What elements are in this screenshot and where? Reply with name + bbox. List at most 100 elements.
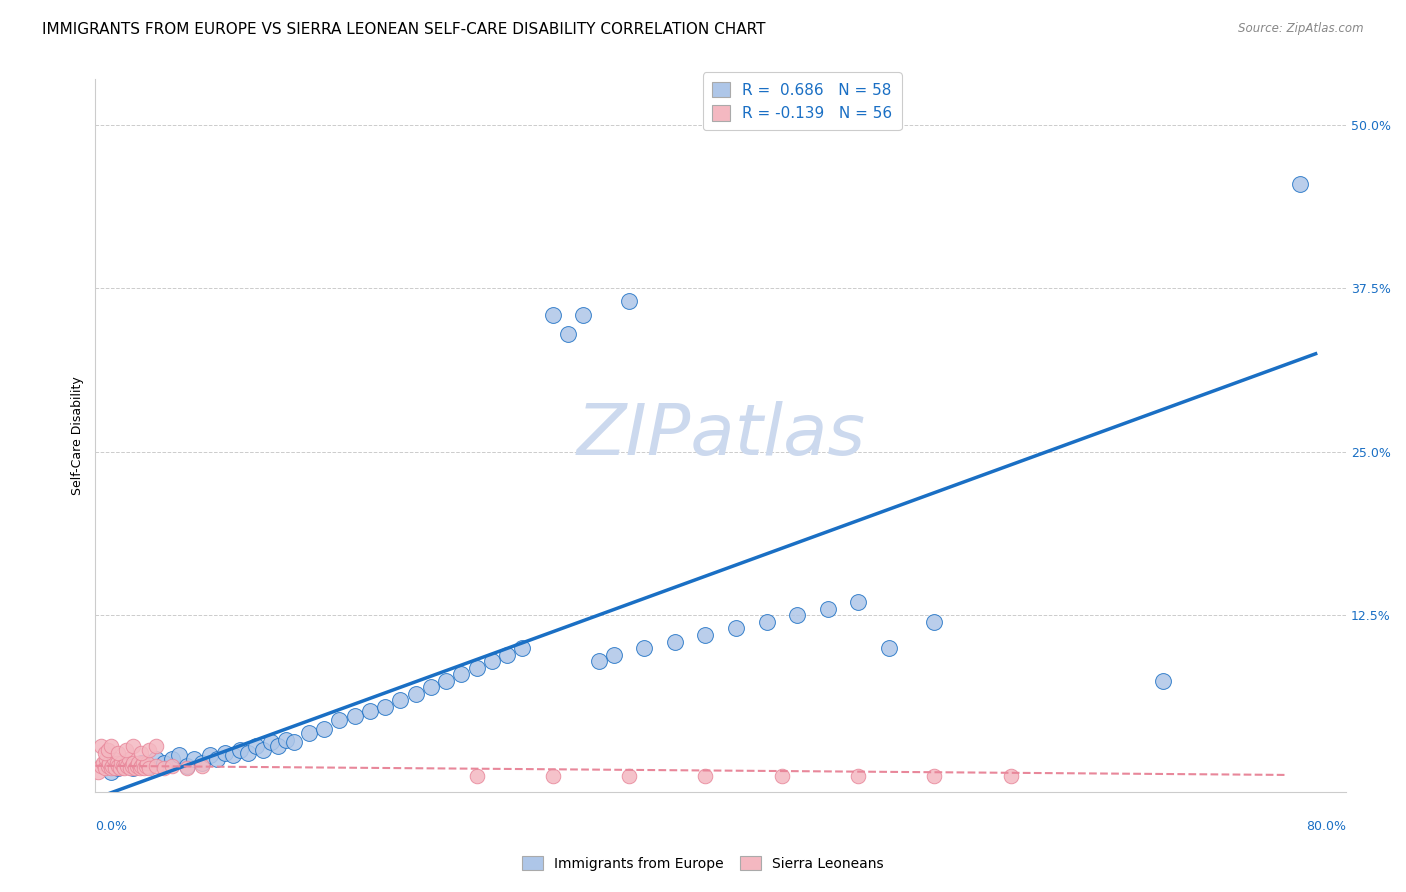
Point	[121, 758, 143, 772]
Point	[122, 761, 145, 775]
Point	[328, 713, 350, 727]
Point	[274, 732, 297, 747]
Point	[191, 758, 214, 772]
Point	[167, 748, 190, 763]
Point	[160, 758, 183, 772]
Point	[127, 756, 149, 771]
Point	[110, 756, 132, 771]
Point	[557, 327, 579, 342]
Point	[100, 739, 122, 753]
Point	[434, 673, 457, 688]
Point	[120, 761, 142, 775]
Point	[138, 743, 160, 757]
Legend: R =  0.686   N = 58, R = -0.139   N = 56: R = 0.686 N = 58, R = -0.139 N = 56	[703, 72, 901, 130]
Point	[450, 667, 472, 681]
Point	[817, 602, 839, 616]
Point	[90, 739, 112, 753]
Point	[118, 752, 141, 766]
Point	[283, 735, 305, 749]
Point	[160, 752, 183, 766]
Point	[405, 687, 427, 701]
Point	[135, 758, 157, 772]
Point	[359, 704, 381, 718]
Point	[107, 761, 129, 775]
Point	[125, 758, 148, 772]
Point	[90, 758, 112, 772]
Point	[112, 761, 135, 775]
Point	[96, 758, 118, 772]
Point	[176, 761, 198, 775]
Point	[298, 726, 321, 740]
Point	[103, 752, 125, 766]
Point	[191, 756, 214, 771]
Point	[101, 758, 124, 772]
Point	[695, 628, 717, 642]
Point	[541, 308, 564, 322]
Point	[115, 756, 138, 771]
Point	[389, 693, 412, 707]
Point	[245, 739, 267, 753]
Point	[465, 769, 488, 783]
Point	[755, 615, 778, 629]
Point	[786, 608, 808, 623]
Point	[153, 761, 176, 775]
Point	[145, 758, 167, 772]
Point	[481, 654, 503, 668]
Point	[198, 748, 221, 763]
Point	[153, 756, 176, 771]
Point	[131, 756, 153, 771]
Point	[122, 756, 145, 771]
Point	[98, 756, 121, 771]
Point	[138, 758, 160, 772]
Point	[129, 746, 152, 760]
Point	[619, 294, 641, 309]
Point	[619, 769, 641, 783]
Point	[1000, 769, 1022, 783]
Point	[229, 743, 252, 757]
Point	[343, 709, 366, 723]
Point	[664, 634, 686, 648]
Text: Source: ZipAtlas.com: Source: ZipAtlas.com	[1239, 22, 1364, 36]
Point	[221, 748, 243, 763]
Point	[267, 739, 290, 753]
Point	[115, 758, 138, 772]
Point	[496, 648, 519, 662]
Point	[1152, 673, 1174, 688]
Point	[105, 756, 128, 771]
Point	[924, 769, 946, 783]
Point	[214, 746, 236, 760]
Point	[136, 756, 159, 771]
Point	[108, 761, 131, 775]
Point	[176, 758, 198, 772]
Point	[104, 761, 127, 775]
Point	[100, 761, 122, 775]
Point	[111, 758, 134, 772]
Point	[115, 743, 138, 757]
Text: ZIPatlas: ZIPatlas	[576, 401, 865, 470]
Point	[117, 758, 139, 772]
Point	[93, 761, 115, 775]
Point	[572, 308, 595, 322]
Point	[770, 769, 793, 783]
Point	[1289, 177, 1312, 191]
Point	[633, 641, 655, 656]
Point	[94, 752, 117, 766]
Point	[124, 761, 146, 775]
Point	[924, 615, 946, 629]
Text: IMMIGRANTS FROM EUROPE VS SIERRA LEONEAN SELF-CARE DISABILITY CORRELATION CHART: IMMIGRANTS FROM EUROPE VS SIERRA LEONEAN…	[42, 22, 766, 37]
Point	[122, 739, 145, 753]
Point	[512, 641, 534, 656]
Point	[183, 752, 205, 766]
Point	[603, 648, 626, 662]
Point	[465, 661, 488, 675]
Point	[846, 769, 869, 783]
Point	[87, 765, 110, 780]
Point	[236, 746, 259, 760]
Point	[129, 758, 152, 772]
Legend: Immigrants from Europe, Sierra Leoneans: Immigrants from Europe, Sierra Leoneans	[516, 850, 890, 876]
Point	[138, 761, 160, 775]
Point	[207, 752, 229, 766]
Point	[260, 735, 283, 749]
Point	[419, 681, 441, 695]
Point	[145, 752, 167, 766]
